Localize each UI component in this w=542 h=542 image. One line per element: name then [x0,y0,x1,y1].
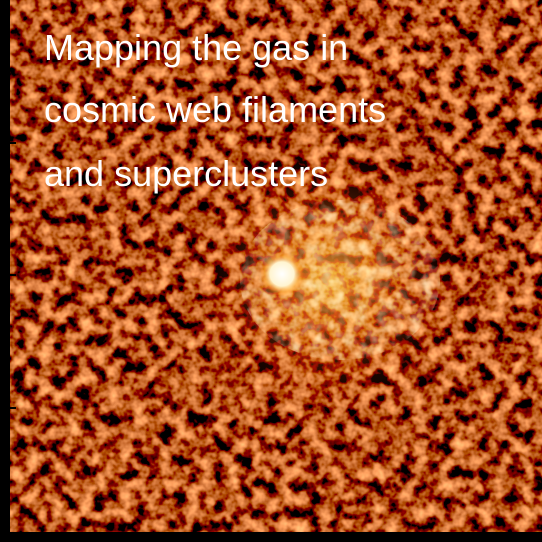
point-source [260,252,304,296]
emission-grain [240,200,440,360]
left-ticks [10,142,16,409]
caption-line: and superclusters [44,153,328,194]
caption-line: Mapping the gas in [44,27,348,68]
caption-line: cosmic web filaments [44,89,386,130]
